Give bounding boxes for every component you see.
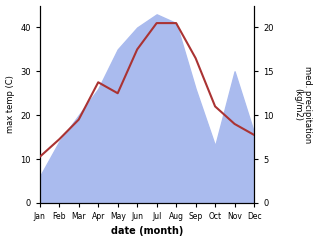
Y-axis label: med. precipitation
(kg/m2): med. precipitation (kg/m2) <box>293 66 313 143</box>
Y-axis label: max temp (C): max temp (C) <box>5 75 15 133</box>
X-axis label: date (month): date (month) <box>111 227 183 236</box>
